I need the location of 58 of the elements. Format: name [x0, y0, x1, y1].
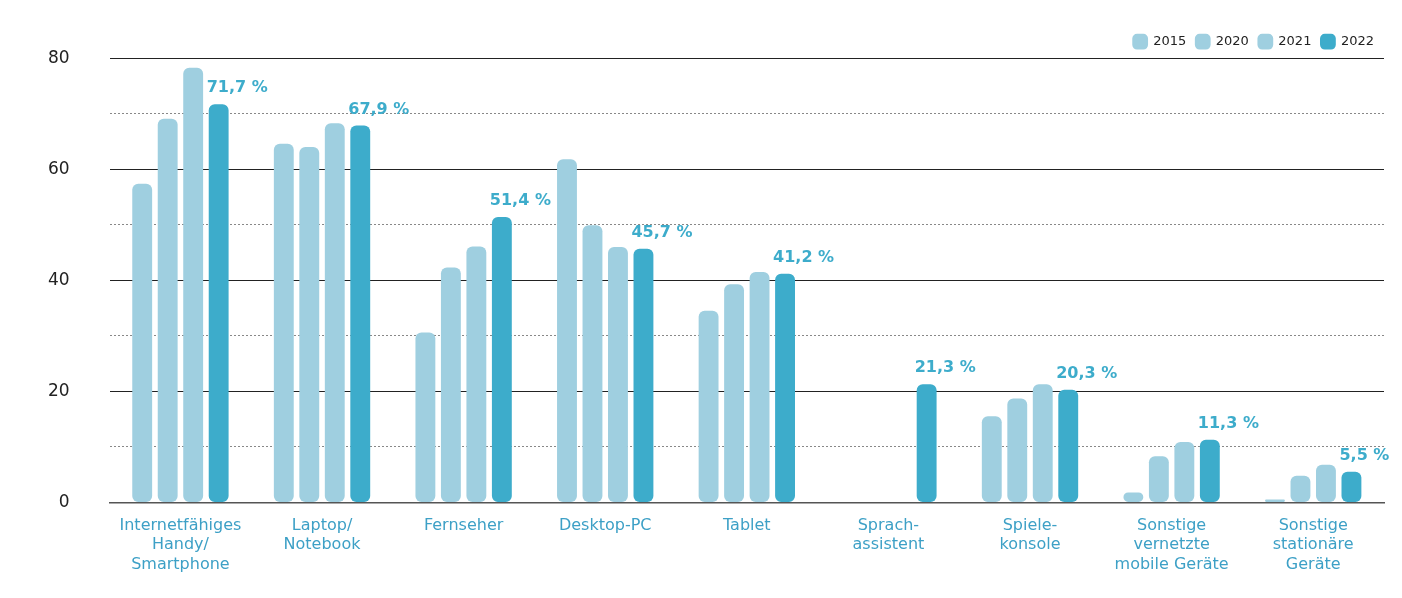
x-tick-label: Laptop/ Notebook — [283, 515, 362, 554]
bar — [557, 159, 577, 502]
data-label: 45,7 % — [631, 221, 693, 241]
bar — [698, 310, 719, 502]
x-tick-label: Internetfähiges Handy/ Smartphone — [119, 515, 242, 573]
bar — [350, 125, 371, 502]
bar — [208, 104, 229, 502]
x-tick-label: Sonstige stationäre Geräte — [1272, 515, 1354, 573]
data-label: 51,4 % — [489, 190, 551, 210]
data-label: 20,3 % — [1056, 362, 1118, 382]
bar — [132, 183, 153, 502]
bar — [324, 123, 345, 502]
bar — [1341, 471, 1362, 502]
x-tick-label: Spiele- konsole — [999, 515, 1061, 554]
y-tick-label: 40 — [47, 268, 70, 289]
bar — [183, 67, 204, 502]
y-tick-label: 20 — [47, 379, 70, 400]
bar — [1148, 456, 1169, 502]
y-tick-label: 60 — [47, 157, 70, 178]
bar — [749, 271, 770, 502]
bar — [1290, 475, 1311, 502]
bar — [440, 267, 461, 502]
x-tick-label: Sprach- assistent — [852, 515, 925, 554]
bar — [633, 248, 654, 502]
data-label: 21,3 % — [914, 357, 976, 377]
bar — [582, 225, 603, 502]
legend-label: 2015 — [1153, 33, 1187, 49]
x-tick-label: Desktop-PC — [558, 515, 652, 535]
legend-label: 2022 — [1340, 33, 1375, 49]
bar — [608, 246, 628, 502]
y-tick-label: 0 — [58, 490, 70, 511]
bar — [1058, 389, 1079, 502]
bar — [981, 416, 1002, 502]
legend-label: 2021 — [1278, 33, 1312, 49]
data-label: 71,7 % — [206, 77, 268, 97]
bar — [415, 332, 436, 502]
bar — [775, 273, 795, 502]
bar — [157, 118, 178, 502]
bar — [1199, 439, 1220, 502]
bar — [1174, 441, 1195, 502]
bar — [1032, 384, 1053, 502]
bar — [724, 284, 745, 502]
x-tick-label: Sonstige vernetzte mobile Geräte — [1114, 515, 1229, 573]
x-tick-label: Fernseher — [423, 515, 504, 535]
data-label: 11,3 % — [1197, 412, 1259, 432]
bar — [466, 246, 487, 502]
data-label: 5,5 % — [1339, 445, 1390, 465]
bar — [1007, 398, 1028, 502]
data-label: 67,9 % — [348, 98, 410, 118]
bar — [1316, 464, 1336, 502]
x-tick-label: Tablet — [721, 515, 771, 535]
bar — [273, 143, 294, 502]
data-label: 41,2 % — [773, 246, 835, 266]
y-tick-label: 80 — [47, 46, 70, 67]
bar — [491, 217, 512, 502]
bar — [916, 384, 937, 502]
legend-label: 2020 — [1215, 33, 1249, 49]
bar — [299, 147, 320, 502]
